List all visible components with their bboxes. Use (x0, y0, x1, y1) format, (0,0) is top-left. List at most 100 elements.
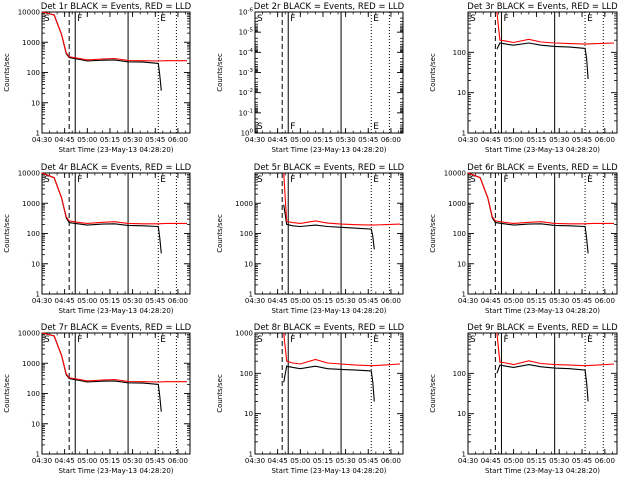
series-events (496, 42, 589, 79)
x-tick-label: 05:30 (336, 136, 356, 144)
y-tick-label: 1 (36, 291, 40, 299)
y-tick-label: 10-2 (239, 88, 253, 97)
x-axis-label: Start Time (23-May-13 04:28:20) (485, 146, 600, 154)
panel-5r: Det 5r BLACK = Events, RED = LLD Counts/s… (216, 163, 405, 315)
plot-frame (467, 11, 618, 134)
series-lld (467, 172, 614, 225)
x-tick-label: 05:15 (100, 136, 120, 144)
y-tick-label: 100 (453, 370, 466, 378)
x-tick-label: 05:00 (290, 457, 310, 465)
x-tick-label: 04:30 (458, 457, 478, 465)
panel-4r: Det 4r BLACK = Events, RED = LLD Counts/s… (3, 163, 192, 315)
x-tick-label: 04:45 (268, 457, 288, 465)
y-tick-label: 1000 (448, 200, 466, 208)
marker-end: E (373, 335, 379, 345)
x-tick-label: 06:00 (595, 136, 615, 144)
marker-flare: F (503, 175, 508, 185)
plot-frame (254, 11, 404, 134)
x-axis-label: Start Time (23-May-13 04:28:20) (485, 307, 600, 315)
x-tick-label: 04:45 (268, 297, 288, 305)
y-tick-label: 10000 (18, 9, 40, 17)
chart-title: Det 9r BLACK = Events, RED = LLD (467, 323, 618, 333)
series-lld (283, 332, 401, 367)
panel-1r: Det 1r BLACK = Events, RED = LLD Counts/s… (3, 2, 192, 154)
x-tick-label: 05:30 (549, 297, 569, 305)
y-tick-label: 10-1 (239, 108, 253, 117)
chart-title: Det 4r BLACK = Events, RED = LLD (41, 163, 192, 173)
y-tick-label: 10-6 (239, 8, 254, 17)
marker-end: E (587, 14, 593, 24)
x-tick-label: 05:45 (572, 297, 592, 305)
y-tick-label: 1 (462, 451, 466, 459)
y-tick-label: 1 (462, 291, 466, 299)
y-tick-label: 10-4 (239, 48, 254, 57)
y-tick-label: 10 (244, 260, 253, 268)
plot-frame (41, 11, 191, 134)
x-tick-label: 05:30 (336, 297, 356, 305)
x-axis-label: Start Time (23-May-13 04:28:20) (271, 307, 386, 315)
x-tick-label: 04:30 (32, 136, 52, 144)
y-tick-label: 1000 (22, 360, 40, 368)
marker-flare-bottom: F (290, 122, 295, 132)
marker-end-bottom: E (373, 122, 379, 132)
series-lld (41, 11, 187, 62)
y-tick-label: 100 (240, 230, 253, 238)
x-tick-label: 05:15 (526, 457, 546, 465)
x-tick-label: 04:45 (268, 136, 288, 144)
series-lld (496, 11, 615, 45)
series-lld (496, 332, 615, 367)
marker-end: E (373, 175, 379, 185)
x-tick-label: 04:30 (245, 457, 265, 465)
x-axis-label: Start Time (23-May-13 04:28:20) (271, 467, 386, 475)
x-tick-label: 05:45 (358, 136, 378, 144)
series-lld (41, 332, 187, 383)
x-tick-label: 05:45 (145, 136, 165, 144)
y-tick-label: 100 (27, 390, 40, 398)
x-tick-label: 05:00 (77, 297, 97, 305)
x-tick-label: 06:00 (381, 136, 401, 144)
x-tick-label: 05:15 (100, 457, 120, 465)
y-tick-label: 100 (240, 370, 253, 378)
y-tick-label: 1000 (22, 200, 40, 208)
chart-title: Det 5r BLACK = Events, RED = LLD (254, 163, 405, 173)
y-tick-label: 1 (249, 451, 253, 459)
marker-flare: F (77, 14, 82, 24)
x-tick-label: 04:30 (245, 136, 265, 144)
y-axis-label: Counts/sec (429, 53, 437, 92)
series-events (283, 204, 375, 250)
marker-start: S (44, 335, 50, 345)
y-tick-label: 100 (241, 129, 254, 138)
y-tick-label: 10 (457, 89, 466, 97)
x-tick-label: 05:00 (77, 457, 97, 465)
plot-frame (467, 172, 618, 295)
marker-start: S (257, 175, 263, 185)
chart-title: Det 8r BLACK = Events, RED = LLD (254, 323, 405, 333)
x-tick-label: 06:00 (168, 457, 188, 465)
x-tick-label: 05:00 (290, 136, 310, 144)
y-tick-label: 100 (27, 230, 40, 238)
x-tick-label: 05:45 (358, 457, 378, 465)
plot-frame (467, 332, 618, 455)
x-tick-label: 06:00 (595, 457, 615, 465)
x-tick-label: 05:45 (145, 297, 165, 305)
marker-end: E (373, 14, 379, 24)
x-axis-label: Start Time (23-May-13 04:28:20) (58, 307, 173, 315)
chart-title: Det 1r BLACK = Events, RED = LLD (41, 2, 192, 12)
y-tick-label: 10 (31, 260, 40, 268)
chart-title: Det 2r BLACK = Events, RED = LLD (254, 2, 405, 12)
x-tick-label: 05:15 (313, 136, 333, 144)
marker-flare: F (290, 175, 295, 185)
x-tick-label: 05:15 (526, 297, 546, 305)
panel-8r: Det 8r BLACK = Events, RED = LLD Counts/s… (216, 323, 405, 475)
marker-end: E (587, 175, 593, 185)
x-axis-label: Start Time (23-May-13 04:28:20) (58, 467, 173, 475)
x-tick-label: 05:00 (290, 297, 310, 305)
x-tick-label: 04:30 (458, 136, 478, 144)
y-tick-label: 10000 (18, 330, 40, 338)
y-tick-label: 1 (462, 130, 466, 138)
x-tick-label: 05:00 (504, 297, 524, 305)
series-events (467, 172, 589, 254)
series-events (41, 332, 162, 412)
marker-flare: F (503, 14, 508, 24)
